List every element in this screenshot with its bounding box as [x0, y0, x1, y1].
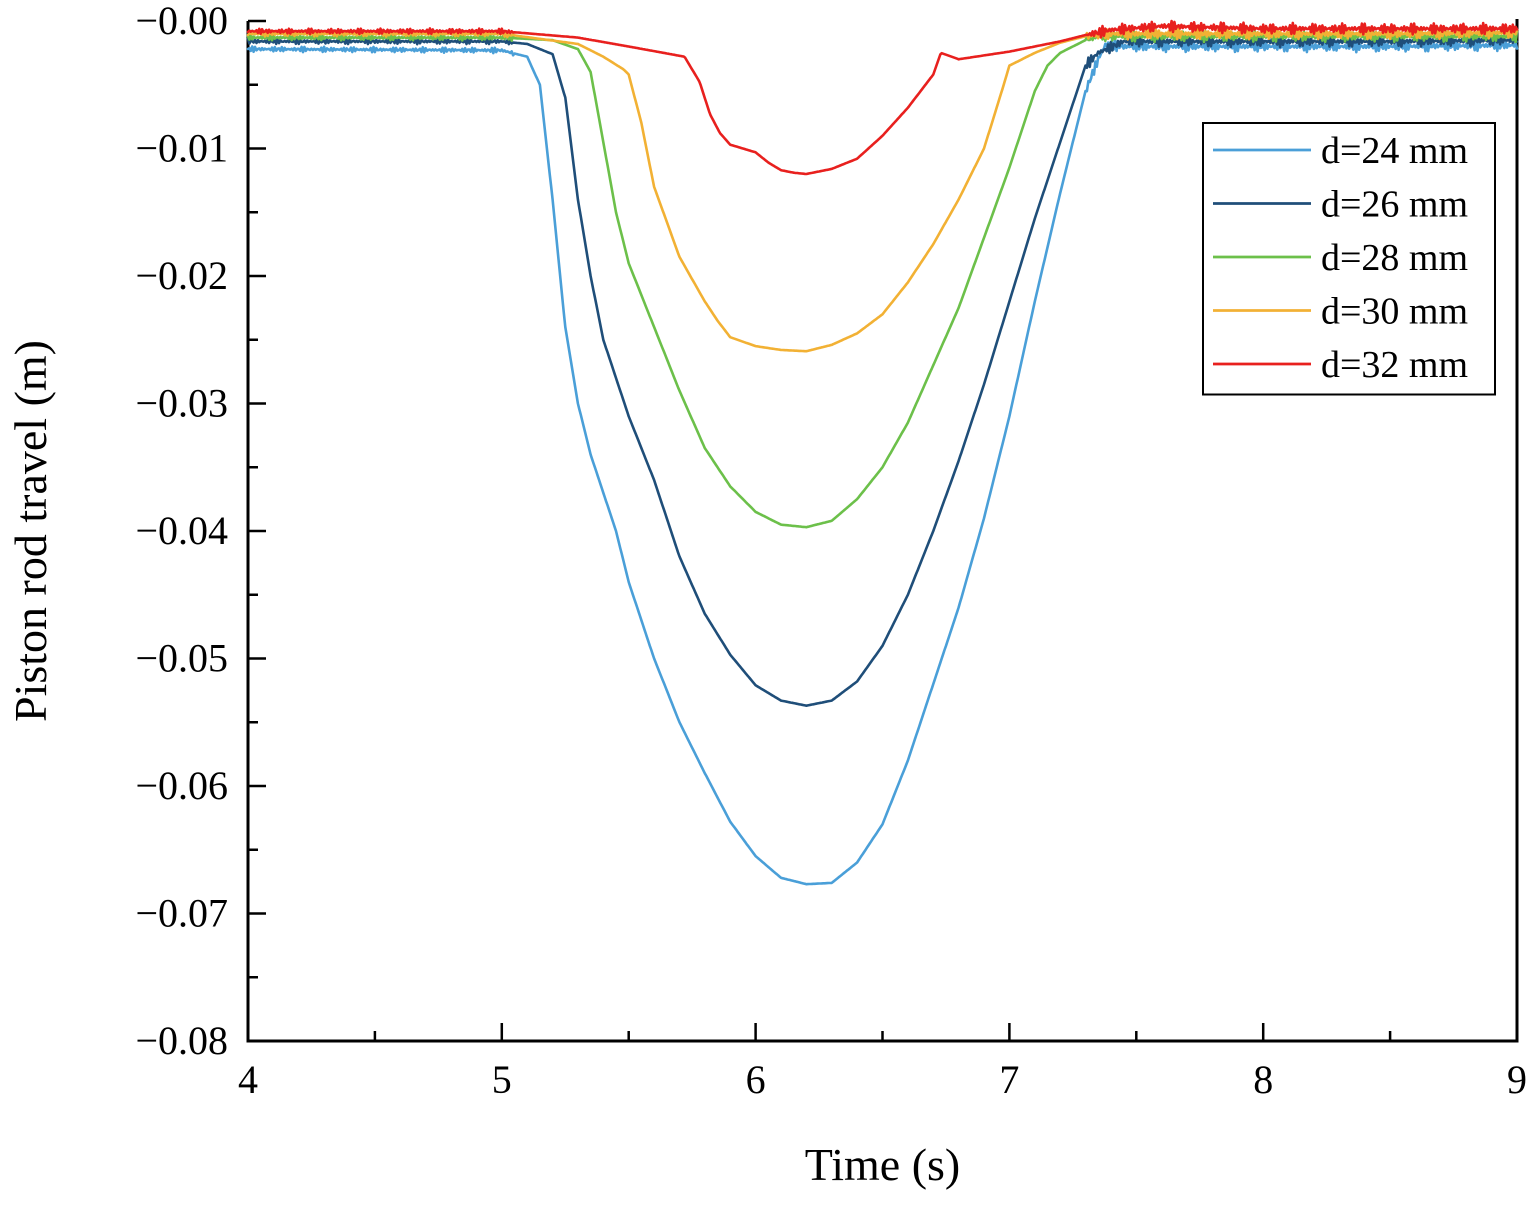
legend-box	[1202, 122, 1496, 396]
x-axis-title: Time (s)	[805, 1139, 961, 1190]
y-tick-label: −0.05	[135, 636, 228, 681]
x-tick-label: 9	[1507, 1057, 1527, 1102]
series-line-d-28-mm	[246, 29, 1519, 529]
y-tick-label: −0.07	[135, 891, 228, 936]
y-tick-label: −0.03	[135, 381, 228, 426]
y-tick-label: −0.01	[135, 126, 228, 171]
legend-label: d=28 mm	[1321, 237, 1468, 279]
y-tick-label: −0.00	[135, 0, 228, 43]
y-tick-label: −0.02	[135, 253, 228, 298]
x-tick-label: 5	[492, 1057, 512, 1102]
series-line-d-32-mm	[246, 19, 1519, 176]
y-tick-label: −0.06	[135, 763, 228, 808]
plot-area	[246, 19, 1519, 886]
x-tick-label: 7	[999, 1057, 1019, 1102]
legend: d=24 mm d=26 mm d=28 mm d=30 mm d=32 mm	[1202, 122, 1496, 396]
legend-label: d=26 mm	[1321, 184, 1468, 226]
y-tick-label: −0.08	[135, 1018, 228, 1063]
legend-label: d=30 mm	[1321, 291, 1468, 333]
x-tick-label: 8	[1253, 1057, 1273, 1102]
x-tick-label: 6	[746, 1057, 766, 1102]
y-tick-label: −0.04	[135, 508, 228, 553]
y-axis-title: Piston rod travel (m)	[5, 340, 56, 722]
legend-label: d=24 mm	[1321, 130, 1468, 172]
x-tick-label: 4	[238, 1057, 258, 1102]
axes: 4 5 6 7 8 9 −0.00 −0.01 −0.02 −0.03 −0.04 −0.05 −0.0…	[135, 0, 1527, 1102]
series-line-d-26-mm	[246, 33, 1519, 708]
legend-label: d=32 mm	[1321, 344, 1468, 386]
